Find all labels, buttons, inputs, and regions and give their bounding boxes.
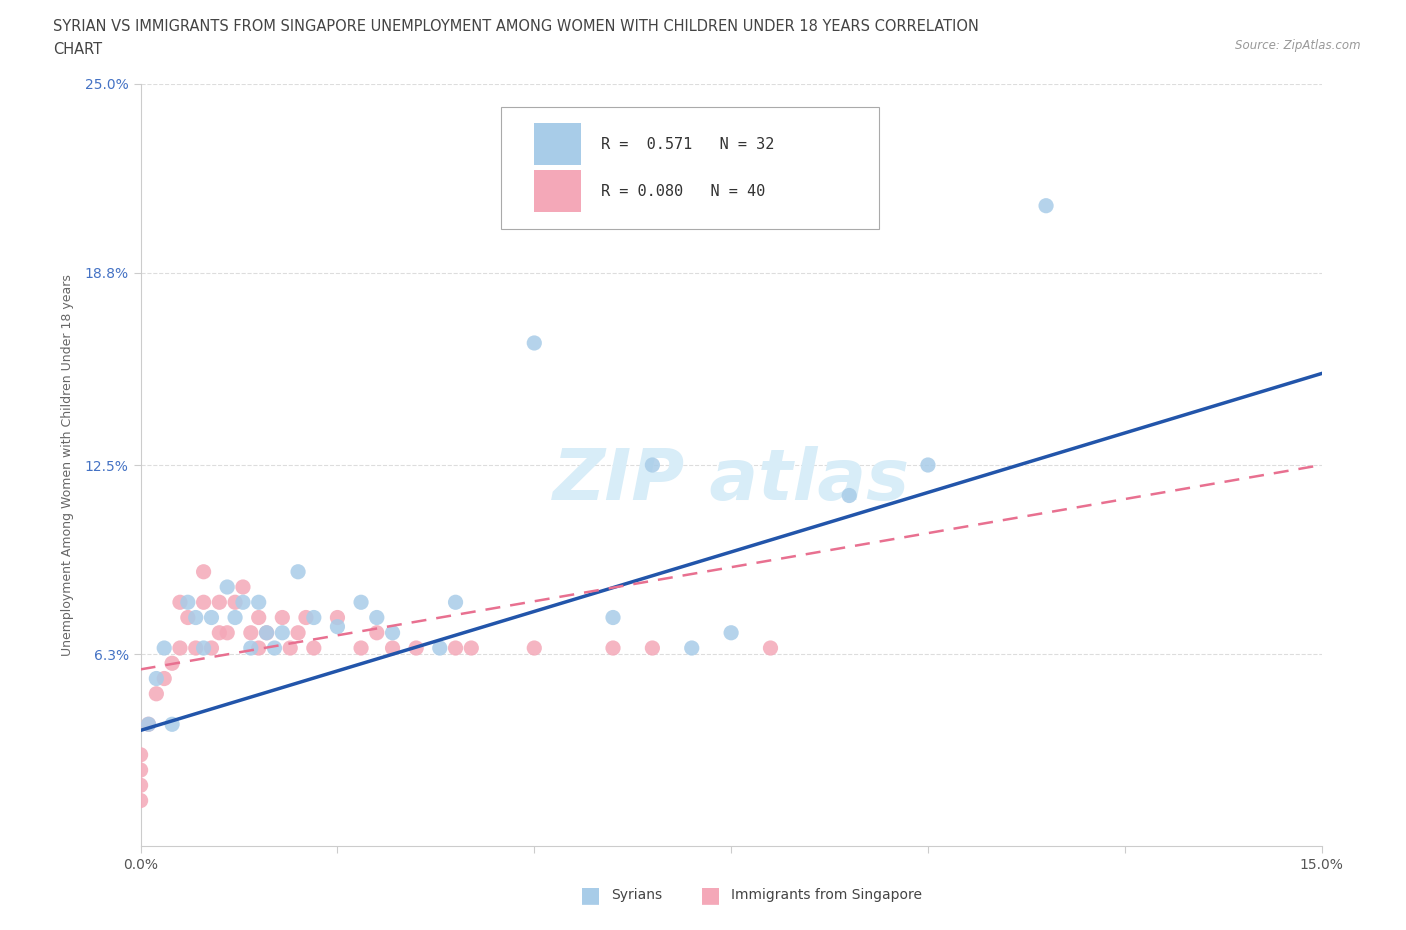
FancyBboxPatch shape	[501, 107, 879, 229]
Point	[193, 595, 215, 610]
Point	[271, 625, 294, 640]
Point	[444, 595, 467, 610]
Point	[720, 625, 742, 640]
FancyBboxPatch shape	[534, 123, 581, 165]
Point	[169, 641, 191, 656]
Point	[160, 656, 183, 671]
Point	[129, 793, 152, 808]
Point	[200, 641, 222, 656]
Text: CHART: CHART	[53, 42, 103, 57]
Text: R =  0.571   N = 32: R = 0.571 N = 32	[602, 137, 775, 152]
Point	[232, 595, 254, 610]
Point	[326, 619, 349, 634]
Point	[153, 671, 176, 686]
FancyBboxPatch shape	[534, 170, 581, 212]
Text: Source: ZipAtlas.com: Source: ZipAtlas.com	[1236, 39, 1361, 52]
Point	[217, 579, 239, 594]
Point	[256, 625, 278, 640]
Point	[444, 641, 467, 656]
Point	[129, 777, 152, 792]
Point	[602, 641, 624, 656]
Point	[247, 641, 270, 656]
Point	[838, 488, 860, 503]
Point	[208, 625, 231, 640]
Point	[302, 641, 325, 656]
Point	[145, 686, 167, 701]
Point	[160, 717, 183, 732]
Point	[381, 625, 404, 640]
Text: ■: ■	[581, 884, 600, 905]
Point	[200, 610, 222, 625]
Point	[326, 610, 349, 625]
Point	[429, 641, 451, 656]
Point	[138, 717, 160, 732]
Y-axis label: Unemployment Among Women with Children Under 18 years: Unemployment Among Women with Children U…	[60, 274, 73, 656]
Point	[184, 641, 207, 656]
Point	[287, 625, 309, 640]
Point	[224, 595, 246, 610]
Point	[247, 595, 270, 610]
Point	[247, 610, 270, 625]
Text: R = 0.080   N = 40: R = 0.080 N = 40	[602, 183, 765, 199]
Point	[641, 458, 664, 472]
Point	[177, 595, 200, 610]
Point	[641, 641, 664, 656]
Text: Immigrants from Singapore: Immigrants from Singapore	[731, 887, 922, 902]
Point	[169, 595, 191, 610]
Point	[295, 610, 318, 625]
Point	[759, 641, 782, 656]
Point	[271, 610, 294, 625]
Point	[177, 610, 200, 625]
Point	[681, 641, 703, 656]
Point	[350, 641, 373, 656]
Point	[917, 458, 939, 472]
Point	[129, 763, 152, 777]
Point	[224, 610, 246, 625]
Point	[602, 610, 624, 625]
Point	[405, 641, 427, 656]
Point	[278, 641, 301, 656]
Point	[287, 565, 309, 579]
Point	[381, 641, 404, 656]
Point	[184, 610, 207, 625]
Point	[217, 625, 239, 640]
Point	[138, 717, 160, 732]
Point	[1035, 198, 1057, 213]
Point	[350, 595, 373, 610]
Point	[366, 625, 388, 640]
Point	[153, 641, 176, 656]
Point	[193, 565, 215, 579]
Point	[239, 625, 262, 640]
Text: ZIP atlas: ZIP atlas	[553, 445, 910, 514]
Text: Syrians: Syrians	[612, 887, 662, 902]
Text: ■: ■	[700, 884, 720, 905]
Point	[263, 641, 285, 656]
Point	[129, 748, 152, 763]
Point	[193, 641, 215, 656]
Point	[366, 610, 388, 625]
Point	[256, 625, 278, 640]
Point	[523, 336, 546, 351]
Point	[460, 641, 482, 656]
Point	[239, 641, 262, 656]
Point	[145, 671, 167, 686]
Point	[208, 595, 231, 610]
Point	[232, 579, 254, 594]
Text: SYRIAN VS IMMIGRANTS FROM SINGAPORE UNEMPLOYMENT AMONG WOMEN WITH CHILDREN UNDER: SYRIAN VS IMMIGRANTS FROM SINGAPORE UNEM…	[53, 19, 980, 33]
Point	[302, 610, 325, 625]
Point	[523, 641, 546, 656]
